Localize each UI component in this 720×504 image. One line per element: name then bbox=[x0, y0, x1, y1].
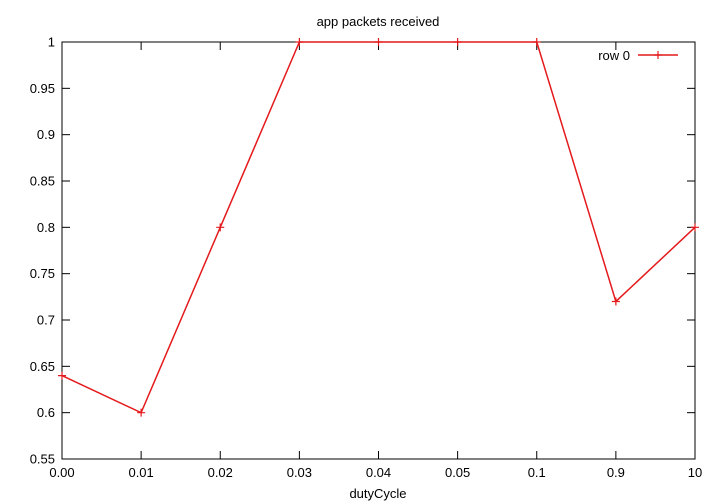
data-point bbox=[58, 371, 66, 380]
y-tick-label: 0.8 bbox=[37, 220, 55, 235]
series-line bbox=[61, 41, 696, 414]
x-tick-label: 0.9 bbox=[607, 465, 625, 480]
x-tick-label: 0.04 bbox=[366, 465, 391, 480]
data-point bbox=[137, 408, 146, 417]
data-point bbox=[532, 38, 541, 46]
data-point bbox=[374, 38, 383, 46]
x-tick-label: 0.05 bbox=[445, 465, 470, 480]
y-tick-label: 0.7 bbox=[37, 313, 55, 328]
legend-marker bbox=[654, 51, 662, 59]
data-point bbox=[453, 38, 462, 46]
x-axis-label: dutyCycle bbox=[349, 486, 406, 501]
data-point bbox=[611, 297, 620, 306]
y-tick-label: 0.6 bbox=[37, 405, 55, 420]
y-tick-label: 0.85 bbox=[30, 174, 55, 189]
legend-label: row 0 bbox=[598, 48, 630, 63]
y-axis: 0.55 0.6 0.65 0.7 0.75 0.8 0.85 0.9 0.95 1 bbox=[30, 35, 695, 467]
x-tick-label: 0.03 bbox=[287, 465, 312, 480]
data-point bbox=[295, 38, 304, 46]
y-tick-label: 0.55 bbox=[30, 452, 55, 467]
y-tick-label: 1 bbox=[48, 35, 55, 50]
x-tick-label: 10 bbox=[688, 465, 702, 480]
y-tick-label: 0.95 bbox=[30, 81, 55, 96]
y-tick-label: 0.9 bbox=[37, 127, 55, 142]
x-tick-label: 0.02 bbox=[208, 465, 233, 480]
series-row-0 bbox=[58, 38, 699, 417]
data-point bbox=[691, 223, 699, 232]
legend: row 0 bbox=[598, 48, 678, 63]
data-point bbox=[216, 223, 225, 232]
x-tick-label: 0.00 bbox=[49, 465, 74, 480]
y-tick-label: 0.75 bbox=[30, 266, 55, 281]
x-tick-label: 0.1 bbox=[528, 465, 546, 480]
y-tick-label: 0.65 bbox=[30, 359, 55, 374]
x-tick-label: 0.01 bbox=[128, 465, 153, 480]
chart-title: app packets received bbox=[317, 14, 440, 29]
